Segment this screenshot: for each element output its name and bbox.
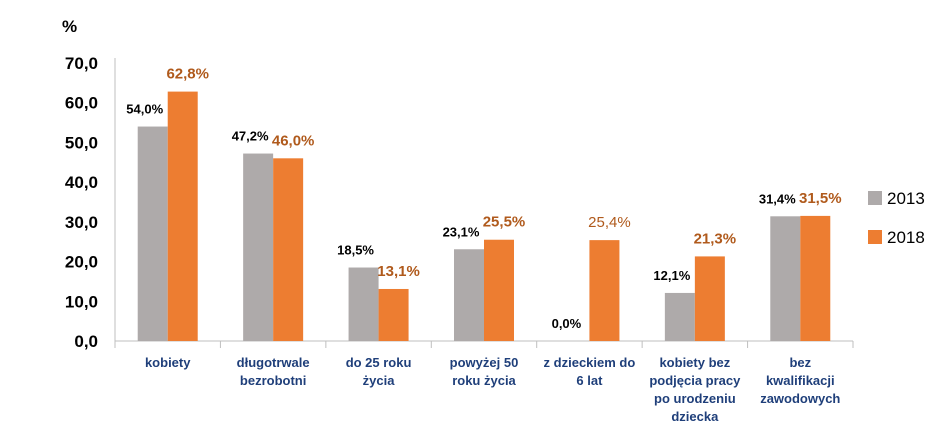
y-tick-label: 0,0 xyxy=(74,332,98,351)
x-tick-label: kobiety bez podjęcia pracy po urodzeniu dzi… xyxy=(649,355,741,424)
bar-2018 xyxy=(167,91,198,341)
bar-2018 xyxy=(273,158,304,341)
bar-2018 xyxy=(694,256,725,341)
legend-swatch-2018 xyxy=(868,230,882,244)
data-label-2018: 21,3% xyxy=(694,230,737,247)
y-tick-label: 50,0 xyxy=(65,133,98,152)
y-tick-label: 20,0 xyxy=(65,253,98,272)
bar-2013 xyxy=(454,249,484,341)
x-tick-label: powyżej 50 roku życia xyxy=(450,355,519,388)
data-label-2013: 54,0% xyxy=(126,102,163,117)
bar-2013 xyxy=(348,267,379,341)
legend-label-2013: 2013 xyxy=(887,189,925,208)
bar-2013 xyxy=(137,126,168,342)
bar-2013 xyxy=(243,153,274,341)
y-tick-label: 30,0 xyxy=(65,213,98,232)
data-label-2018: 31,5% xyxy=(799,190,842,207)
data-label-2018: 25,5% xyxy=(483,214,526,231)
y-tick-label: 10,0 xyxy=(65,292,98,311)
y-tick-label: 40,0 xyxy=(65,173,98,192)
bar-2018 xyxy=(800,215,831,341)
data-label-2013: 47,2% xyxy=(232,129,269,144)
y-axis-unit: % xyxy=(62,17,77,36)
bar-2018 xyxy=(484,239,514,341)
legend-label-2018: 2018 xyxy=(887,228,925,247)
data-label-2018: 46,0% xyxy=(272,132,315,149)
x-tick-label: bez kwalifikacji zawodowych xyxy=(760,355,840,406)
data-label-2013: 0,0% xyxy=(552,316,582,331)
bar-2013 xyxy=(664,292,695,341)
bar-2018 xyxy=(589,240,620,341)
data-label-2013: 12,1% xyxy=(653,268,690,283)
data-label-2018: 25,4% xyxy=(588,214,631,231)
data-label-2013: 18,5% xyxy=(337,243,374,258)
y-tick-label: 70,0 xyxy=(65,54,98,73)
data-label-2013: 23,1% xyxy=(443,224,480,239)
x-tick-label: kobiety xyxy=(145,355,191,370)
data-label-2018: 62,8% xyxy=(166,66,209,83)
data-label-2018: 13,1% xyxy=(377,263,420,280)
bar-2018 xyxy=(378,288,409,341)
data-label-2013: 31,4% xyxy=(759,191,796,206)
x-tick-label: z dzieckiem do 6 lat xyxy=(544,355,636,388)
bar-2013 xyxy=(770,216,801,341)
y-tick-label: 60,0 xyxy=(65,94,98,113)
x-tick-label: do 25 roku życia xyxy=(346,355,412,388)
legend-swatch-2013 xyxy=(868,191,882,205)
x-tick-label: długotrwale bezrobotni xyxy=(237,355,310,388)
